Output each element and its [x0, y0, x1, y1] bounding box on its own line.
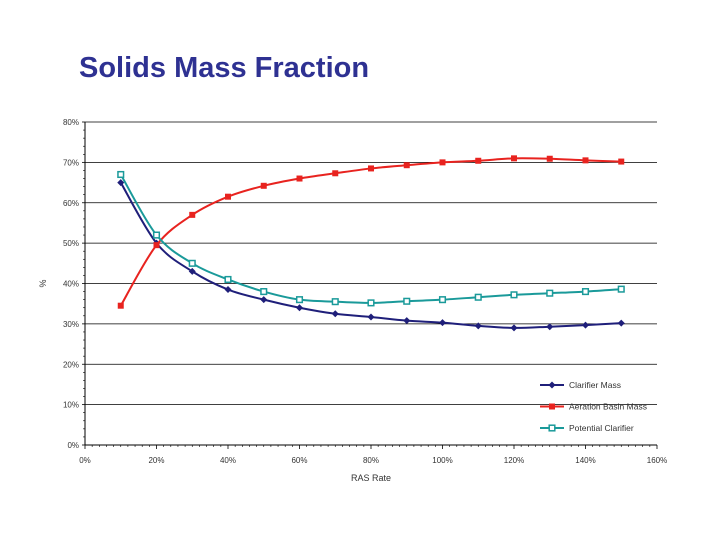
data-point — [546, 323, 554, 331]
series-clarifier-mass — [117, 179, 625, 332]
data-point — [510, 324, 518, 332]
legend-item: Potential Clarifier — [540, 423, 634, 433]
legend: Clarifier Mass Aeration Basin Mass Potenti… — [540, 380, 647, 433]
data-point — [189, 211, 196, 218]
data-point — [474, 293, 482, 301]
data-point — [331, 298, 339, 306]
data-point — [117, 170, 125, 179]
data-point — [439, 319, 446, 327]
y-tick-label: 10% — [63, 401, 79, 410]
data-point — [510, 291, 518, 299]
legend-swatch-marker — [549, 403, 555, 410]
data-point — [260, 182, 267, 189]
y-tick-label: 60% — [63, 199, 79, 208]
data-point — [153, 242, 160, 249]
data-point — [546, 155, 553, 162]
slide-title: Solids Mass Fraction — [79, 52, 370, 84]
data-point — [117, 179, 125, 187]
legend-label: Clarifier Mass — [569, 380, 621, 390]
legend-item: Aeration Basin Mass — [540, 402, 647, 412]
series-aeration-basin-mass — [117, 155, 625, 309]
data-point — [581, 288, 590, 296]
y-axis-label: % — [38, 279, 48, 287]
y-tick-label: 20% — [63, 360, 79, 369]
data-point — [188, 267, 196, 275]
y-tick-label: 70% — [63, 158, 79, 167]
data-point — [117, 302, 124, 309]
x-tick-label: 80% — [363, 456, 379, 465]
data-point — [403, 162, 410, 169]
data-point — [368, 165, 374, 172]
x-tick-label: 60% — [291, 456, 307, 465]
x-tick-label: 100% — [432, 456, 452, 465]
data-point — [582, 321, 589, 329]
x-axis-label: RAS Rate — [351, 473, 391, 483]
data-point — [617, 285, 625, 293]
data-point — [296, 304, 303, 312]
data-point — [403, 297, 411, 305]
data-point — [403, 317, 411, 325]
series-group — [117, 155, 625, 332]
legend-label: Potential Clarifier — [569, 423, 634, 433]
legend-swatch-marker — [548, 424, 556, 432]
data-point — [546, 289, 554, 297]
series-potential-clarifier — [117, 170, 625, 307]
data-point — [152, 231, 161, 239]
data-point — [225, 193, 231, 200]
legend-swatch-marker — [548, 381, 556, 389]
y-tick-labels: 0% 10% 20% 30% 40% 50% 60% 70% 80% — [63, 118, 79, 450]
x-tick-label: 40% — [220, 456, 236, 465]
legend-item: Clarifier Mass — [540, 380, 621, 390]
data-point — [475, 157, 482, 164]
data-point — [332, 170, 339, 177]
legend-label: Aeration Basin Mass — [569, 402, 647, 412]
data-point — [582, 157, 589, 164]
data-point — [367, 313, 375, 321]
data-point — [224, 275, 232, 284]
x-tick-labels: 0% 20% 40% 60% 80% 100% 120% 140% 160% — [79, 456, 667, 465]
data-point — [474, 322, 482, 330]
x-tick-label: 20% — [148, 456, 164, 465]
y-tick-label: 30% — [63, 320, 79, 329]
data-point — [439, 159, 446, 166]
data-point — [438, 296, 447, 304]
data-point — [618, 158, 625, 165]
data-point — [331, 310, 339, 318]
data-point — [260, 296, 268, 304]
x-tick-label: 160% — [647, 456, 667, 465]
x-tick-label: 140% — [575, 456, 595, 465]
y-tick-label: 40% — [63, 280, 79, 289]
data-point — [617, 319, 625, 327]
data-point — [295, 296, 304, 304]
y-tick-label: 0% — [67, 441, 79, 450]
data-point — [260, 288, 268, 296]
data-point — [296, 175, 303, 182]
x-tick-label: 120% — [504, 456, 524, 465]
data-point — [511, 155, 517, 162]
x-tick-label: 0% — [79, 456, 91, 465]
y-tick-label: 80% — [63, 118, 79, 127]
data-point — [224, 286, 232, 294]
data-point — [367, 299, 375, 307]
y-tick-label: 50% — [63, 239, 79, 248]
axes — [82, 121, 658, 449]
data-point — [188, 259, 196, 267]
